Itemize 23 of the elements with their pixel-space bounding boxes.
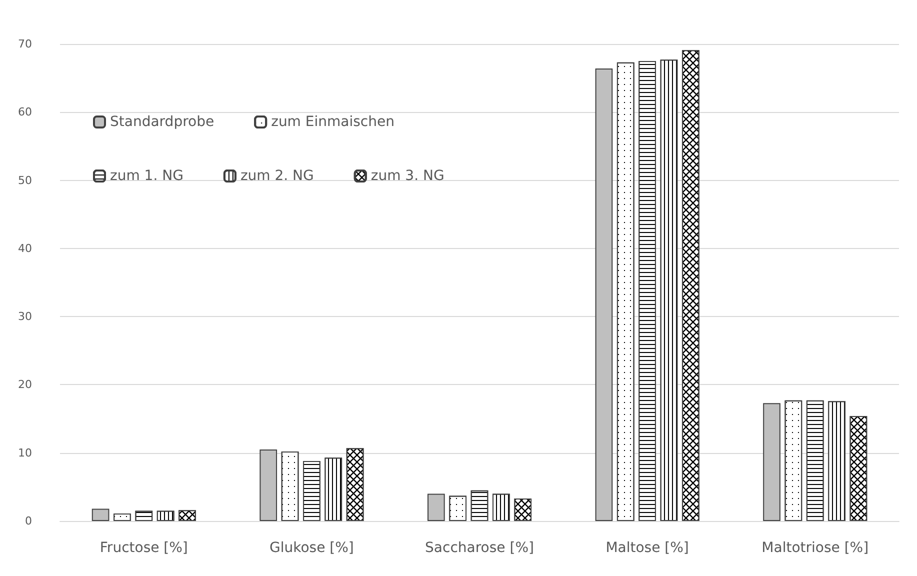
y-tick-label: 40 xyxy=(18,242,32,255)
bar xyxy=(427,494,445,521)
y-tick-label: 10 xyxy=(18,446,32,460)
y-tick-label: 0 xyxy=(25,514,32,528)
legend-label: zum 1. NG xyxy=(110,168,184,184)
legend-label: zum Einmaischen xyxy=(271,114,394,130)
bar xyxy=(763,403,780,521)
x-tick-label: Maltotriose [%] xyxy=(762,540,869,556)
bar xyxy=(92,508,110,521)
x-tick-label: Saccharose [%] xyxy=(425,540,534,556)
legend-label: zum 3. NG xyxy=(370,168,444,184)
y-tick-label: 30 xyxy=(18,310,32,324)
x-tick-label: Glukose [%] xyxy=(270,540,354,556)
y-tick-label: 60 xyxy=(18,106,32,119)
legend-label: Standardprobe xyxy=(110,114,214,130)
bar xyxy=(260,449,278,521)
x-tick-label: Fructose [%] xyxy=(100,540,188,556)
y-tick-label: 50 xyxy=(18,174,32,187)
x-tick-label: Maltose [%] xyxy=(606,540,689,556)
bar xyxy=(595,68,613,521)
legend-label: zum 2. NG xyxy=(240,168,314,184)
y-tick-label: 70 xyxy=(18,38,32,50)
y-tick-label: 20 xyxy=(18,378,32,392)
